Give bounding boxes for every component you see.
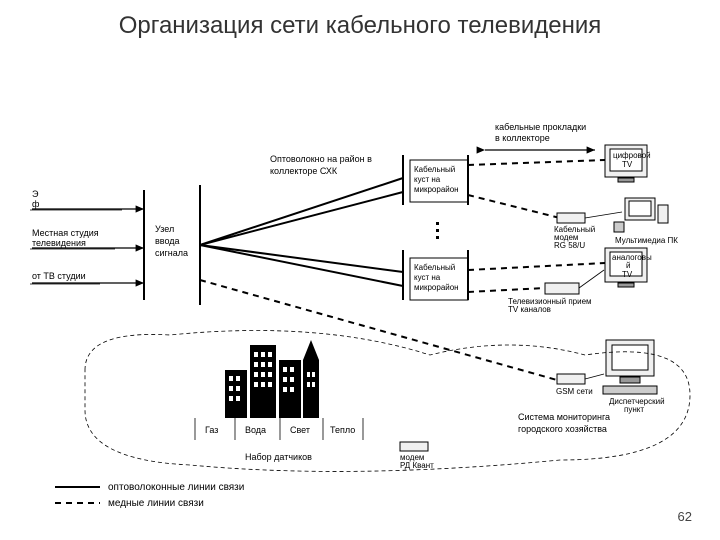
node-input: Узел ввода сигнала — [155, 224, 188, 258]
svg-text:Вода: Вода — [245, 425, 266, 435]
diagram-canvas: Э ф Местная студия телевидения от ТВ сту… — [0, 0, 720, 540]
svg-text:Э: Э — [32, 189, 39, 199]
svg-text:TV каналов: TV каналов — [508, 305, 551, 314]
sensor-modem: модем РД Квант — [400, 442, 434, 470]
svg-text:Кабельный: Кабельный — [414, 165, 455, 174]
svg-text:й: й — [626, 261, 630, 270]
city-icon — [225, 340, 319, 418]
input-studio: Местная студия телевидения — [30, 228, 144, 249]
multimedia-pc: Мультимедиа ПК — [585, 198, 678, 245]
modem-top: Кабельный модем RG 58/U — [554, 213, 595, 250]
svg-text:телевидения: телевидения — [32, 238, 86, 248]
svg-text:оптоволоконные линии связи: оптоволоконные линии связи — [108, 482, 244, 493]
svg-text:ф: ф — [32, 199, 40, 209]
svg-text:ввода: ввода — [155, 236, 180, 246]
svg-text:аналоговы: аналоговы — [612, 253, 652, 262]
monitoring-label: Система мониторинга — [518, 412, 610, 422]
copper-3 — [468, 263, 605, 270]
analog-tv: аналоговы й TV — [605, 248, 652, 287]
input-tvstudio: от ТВ студии — [30, 271, 144, 284]
svg-text:Набор датчиков: Набор датчиков — [245, 452, 312, 462]
svg-text:микрорайон: микрорайон — [414, 185, 459, 194]
svg-text:Мультимедиа ПК: Мультимедиа ПК — [615, 236, 678, 245]
svg-text:GSM сети: GSM сети — [556, 387, 593, 396]
svg-text:TV: TV — [622, 160, 633, 169]
svg-text:Местная студия: Местная студия — [32, 228, 99, 238]
svg-text:от ТВ студии: от ТВ студии — [32, 271, 86, 281]
sensors: Газ Вода Свет Тепло Набор датчиков — [195, 418, 363, 462]
collector-label: кабельные прокладки в коллекторе — [485, 122, 595, 150]
copper-2 — [468, 195, 560, 218]
legend: оптоволоконные линии связи медные линии … — [55, 482, 244, 509]
fiber-4 — [200, 245, 403, 286]
fiber-3 — [200, 245, 403, 272]
gsm-modem: GSM сети — [556, 374, 604, 396]
fiber-1 — [200, 178, 403, 245]
svg-text:цифровой: цифровой — [613, 151, 651, 160]
svg-text:Свет: Свет — [290, 425, 310, 435]
dispatcher-pc: Диспетчерский пункт — [603, 340, 665, 414]
svg-text:Кабельный: Кабельный — [414, 263, 455, 272]
fiber-2 — [200, 192, 403, 245]
svg-text:Тепло: Тепло — [330, 425, 355, 435]
svg-text:куст на: куст на — [414, 175, 441, 184]
input-station: Э ф — [30, 189, 144, 210]
svg-text:в коллекторе: в коллекторе — [495, 133, 550, 143]
copper-1 — [468, 160, 605, 165]
svg-text:Газ: Газ — [205, 425, 218, 435]
svg-text:кабельные прокладки: кабельные прокладки — [495, 122, 586, 132]
svg-text:микрорайон: микрорайон — [414, 283, 459, 292]
tvset: Телевизионный прием TV каналов — [508, 270, 604, 314]
svg-text:куст на: куст на — [414, 273, 441, 282]
svg-text:городского хозяйства: городского хозяйства — [518, 424, 607, 434]
svg-text:коллекторе СХК: коллекторе СХК — [270, 166, 338, 176]
svg-text:РД Квант: РД Квант — [400, 461, 434, 470]
svg-text:RG 58/U: RG 58/U — [554, 241, 585, 250]
svg-text:пункт: пункт — [624, 405, 644, 414]
svg-text:Узел: Узел — [155, 224, 174, 234]
monitoring-boundary — [85, 331, 690, 472]
fiber-label: Оптоволокно на район в — [270, 154, 372, 164]
ellipsis-icon — [436, 222, 439, 239]
svg-text:сигнала: сигнала — [155, 248, 188, 258]
svg-text:TV: TV — [622, 270, 633, 279]
digital-tv: цифровой TV — [605, 145, 651, 182]
svg-text:медные линии связи: медные линии связи — [108, 498, 204, 509]
